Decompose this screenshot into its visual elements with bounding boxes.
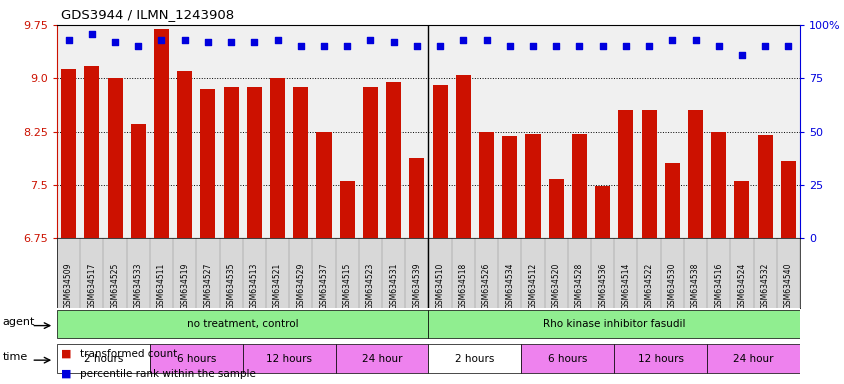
- Point: [247, 39, 261, 45]
- Point: [711, 43, 725, 50]
- Text: time: time: [3, 352, 28, 362]
- Point: [665, 37, 679, 43]
- Bar: [107, 78, 122, 238]
- Bar: [57, 344, 149, 373]
- Bar: [733, 181, 749, 238]
- Bar: [177, 71, 192, 238]
- Text: ■: ■: [61, 349, 72, 359]
- Point: [108, 39, 122, 45]
- Bar: [242, 344, 335, 373]
- Bar: [154, 28, 169, 238]
- Bar: [687, 110, 702, 238]
- Point: [781, 43, 794, 50]
- Point: [688, 37, 701, 43]
- Point: [619, 43, 632, 50]
- Point: [549, 43, 562, 50]
- Text: ■: ■: [61, 369, 72, 379]
- Text: GDS3944 / ILMN_1243908: GDS3944 / ILMN_1243908: [61, 8, 234, 21]
- Point: [225, 39, 238, 45]
- Bar: [479, 131, 494, 238]
- Text: 6 hours: 6 hours: [548, 354, 587, 364]
- Point: [526, 43, 539, 50]
- Text: 12 hours: 12 hours: [637, 354, 683, 364]
- Bar: [571, 134, 587, 238]
- Point: [363, 37, 376, 43]
- Bar: [293, 87, 308, 238]
- Text: 6 hours: 6 hours: [176, 354, 216, 364]
- Bar: [335, 344, 428, 373]
- Bar: [362, 87, 377, 238]
- Text: no treatment, control: no treatment, control: [187, 319, 298, 329]
- Point: [154, 37, 168, 43]
- Bar: [455, 75, 470, 238]
- Bar: [614, 344, 706, 373]
- Point: [456, 37, 469, 43]
- Point: [387, 39, 400, 45]
- Point: [734, 52, 748, 58]
- Bar: [664, 164, 679, 238]
- Bar: [641, 110, 656, 238]
- Point: [758, 43, 771, 50]
- Point: [340, 43, 354, 50]
- Point: [641, 43, 655, 50]
- Point: [409, 43, 423, 50]
- Point: [479, 37, 493, 43]
- Bar: [224, 88, 238, 238]
- Point: [294, 43, 307, 50]
- Bar: [339, 181, 354, 238]
- Point: [201, 39, 214, 45]
- Point: [502, 43, 516, 50]
- Text: 12 hours: 12 hours: [266, 354, 311, 364]
- Point: [572, 43, 586, 50]
- Text: 24 hour: 24 hour: [361, 354, 402, 364]
- Text: percentile rank within the sample: percentile rank within the sample: [79, 369, 256, 379]
- Bar: [780, 161, 795, 238]
- Text: 2 hours: 2 hours: [84, 354, 123, 364]
- Text: agent: agent: [3, 318, 35, 328]
- Bar: [525, 134, 540, 238]
- Bar: [594, 186, 609, 238]
- Bar: [386, 82, 401, 238]
- Bar: [131, 124, 146, 238]
- Text: Rho kinase inhibitor fasudil: Rho kinase inhibitor fasudil: [543, 319, 684, 329]
- Text: 24 hour: 24 hour: [733, 354, 773, 364]
- Bar: [618, 110, 633, 238]
- Bar: [408, 158, 424, 238]
- Bar: [200, 89, 215, 238]
- Point: [132, 43, 145, 50]
- Bar: [246, 87, 262, 238]
- Text: transformed count: transformed count: [79, 349, 177, 359]
- Bar: [548, 179, 563, 238]
- Bar: [149, 344, 242, 373]
- Bar: [428, 310, 799, 338]
- Bar: [757, 135, 771, 238]
- Bar: [57, 310, 428, 338]
- Bar: [501, 136, 517, 238]
- Bar: [711, 131, 726, 238]
- Bar: [316, 131, 331, 238]
- Point: [316, 43, 330, 50]
- Point: [270, 37, 284, 43]
- Bar: [521, 344, 614, 373]
- Point: [62, 37, 75, 43]
- Bar: [428, 344, 521, 373]
- Point: [85, 30, 99, 36]
- Point: [433, 43, 446, 50]
- Bar: [61, 69, 76, 238]
- Bar: [84, 66, 100, 238]
- Point: [178, 37, 192, 43]
- Point: [595, 43, 609, 50]
- Text: 2 hours: 2 hours: [455, 354, 494, 364]
- Bar: [432, 85, 447, 238]
- Bar: [706, 344, 799, 373]
- Bar: [270, 78, 284, 238]
